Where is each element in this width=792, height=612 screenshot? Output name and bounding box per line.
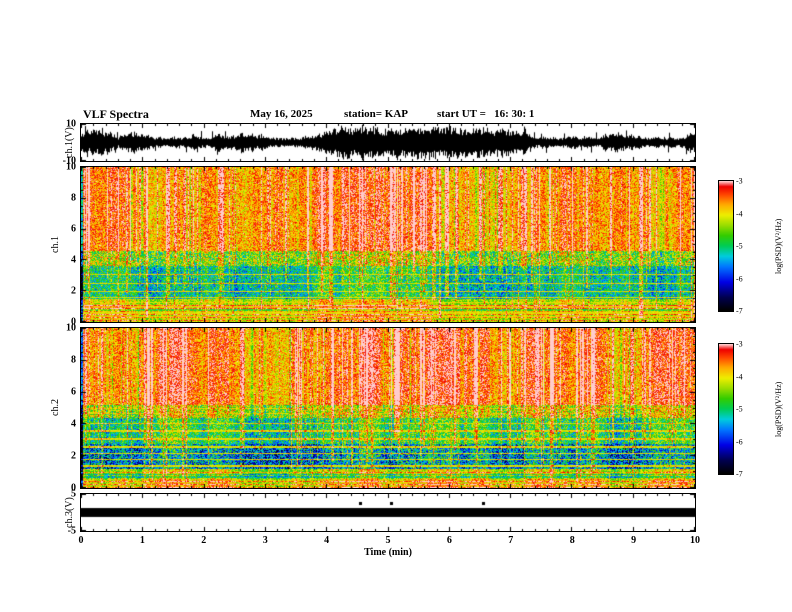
- ch1-spectrogram-ytick-label: 4: [71, 254, 76, 266]
- time-axis-tick-label: 3: [262, 535, 268, 546]
- time-axis-tick-label: 8: [569, 535, 575, 546]
- ch2-spectrogram-panel: [80, 327, 696, 489]
- ch2-axis-channel-text: ch.2: [50, 399, 61, 417]
- ch2-spectrogram-ytick-label: 2: [71, 450, 76, 462]
- colorbar-1-label: log(PSD)(V²/Hz): [756, 180, 792, 312]
- time-axis-tick-label: 5: [385, 535, 391, 546]
- ch1-spectrogram-ytick-label: 6: [71, 223, 76, 235]
- ch1-voltage-ytick-label: -10: [62, 155, 76, 167]
- colorbar-tick-label: -3: [736, 339, 743, 349]
- colorbar-tick-label: -5: [736, 404, 743, 414]
- ch1-spectrogram-canvas: [81, 167, 695, 322]
- time-axis-tick-label: 9: [631, 535, 637, 546]
- ch1-voltage-ytick-label: 10: [66, 118, 76, 130]
- station-label: station= KAP: [344, 108, 409, 120]
- time-axis-tick-label: 10: [690, 535, 700, 546]
- ch2-spectrogram-ytick-label: 8: [71, 354, 76, 366]
- time-axis-tick-label: 7: [508, 535, 514, 546]
- ch1-spectrogram-ytick-label: 0: [71, 316, 76, 328]
- ch2-spectrogram-ytick-label: 6: [71, 386, 76, 398]
- ch1-voltage-canvas: [81, 124, 695, 161]
- colorbar-2-label: log(PSD)(V²/Hz): [756, 343, 792, 475]
- ch3-voltage-ytick-label: -5: [67, 525, 76, 537]
- colorbar-tick-label: -7: [736, 469, 743, 479]
- ch2-spectrogram-ytick-label: 10: [66, 322, 76, 334]
- ch3-voltage-panel: [80, 493, 696, 532]
- ch1-voltage-panel: [80, 123, 696, 162]
- ch2-spectrogram-canvas: [81, 328, 695, 488]
- ch3-voltage-ytick-label: 5: [71, 488, 76, 500]
- time-axis-tick-label: 4: [324, 535, 330, 546]
- figure-title: VLF Spectra: [83, 107, 149, 121]
- x-axis-label: Time (min): [364, 547, 412, 558]
- colorbar-tick-label: -4: [736, 209, 743, 218]
- colorbar-tick-label: -7: [736, 306, 743, 316]
- colorbar-tick-label: -6: [736, 274, 743, 283]
- colorbar-1-canvas: [719, 181, 733, 311]
- time-axis-tick-label: 0: [78, 535, 84, 546]
- time-axis-tick-label: 6: [446, 535, 452, 546]
- time-axis-tick-label: 1: [139, 535, 145, 546]
- colorbar-tick-label: -4: [736, 372, 743, 381]
- colorbar-tick-label: -3: [736, 176, 743, 186]
- date-label: May 16, 2025: [250, 108, 313, 120]
- colorbar-2: [718, 343, 734, 475]
- time-axis-tick-label: 2: [201, 535, 207, 546]
- colorbar-1: [718, 180, 734, 312]
- colorbar-1-label-text: log(PSD)(V²/Hz): [774, 218, 783, 274]
- ch1-spectrogram-ytick-label: 10: [66, 161, 76, 173]
- ch1-spectrogram-ytick-label: 2: [71, 285, 76, 297]
- ch3-voltage-canvas: [81, 494, 695, 531]
- ch2-spectrogram-ytick-label: 4: [71, 418, 76, 430]
- colorbar-tick-label: -5: [736, 241, 743, 251]
- colorbar-2-canvas: [719, 344, 733, 474]
- colorbar-2-label-text: log(PSD)(V²/Hz): [774, 381, 783, 437]
- start-ut-label: start UT = 16: 30: 1: [437, 108, 535, 120]
- ch2-spectrogram-ytick-label: 0: [71, 482, 76, 494]
- ch1-spectrogram-panel: [80, 166, 696, 323]
- ch1-axis-channel-text: ch.1: [50, 236, 61, 253]
- colorbar-tick-label: -6: [736, 437, 743, 446]
- ch1-spectrogram-ytick-label: 8: [71, 192, 76, 204]
